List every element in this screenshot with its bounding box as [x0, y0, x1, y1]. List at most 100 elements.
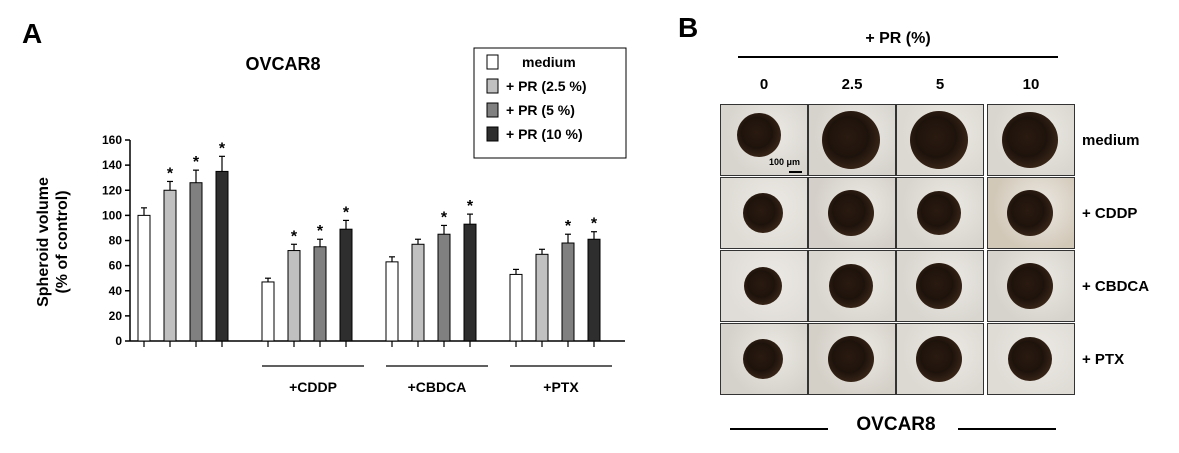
row-label: + CDDP — [1082, 205, 1138, 222]
bar — [313, 246, 327, 342]
bar — [339, 228, 353, 342]
y-tick-label: 0 — [115, 334, 122, 348]
y-tick-label: 60 — [109, 259, 123, 273]
scale-bar-label: 100 μm — [769, 157, 801, 167]
significance-marker: * — [317, 223, 324, 240]
spheroid-shape — [822, 111, 880, 169]
spheroid-shape — [1008, 337, 1052, 381]
bar — [189, 182, 203, 342]
legend-swatch — [486, 54, 499, 70]
bar — [535, 253, 549, 342]
significance-marker: * — [167, 165, 174, 182]
column-label: 5 — [935, 76, 945, 93]
y-tick-label: 80 — [109, 234, 123, 248]
column-label: 10 — [1022, 76, 1040, 93]
panel-a-chart: OVCAR8 Spheroid volume (% of control) 0 20 40… — [35, 47, 627, 395]
spheroid-shape — [743, 193, 783, 233]
significance-marker: * — [291, 228, 298, 245]
spheroid-image-cell — [987, 177, 1075, 249]
spheroid-shape — [916, 336, 962, 382]
panel-a-letter: A — [22, 18, 43, 49]
spheroid-shape — [829, 264, 873, 308]
spheroid-image-cell — [896, 177, 984, 249]
column-label: 0 — [759, 76, 769, 93]
spheroid-shape — [1007, 263, 1053, 309]
row-label: + CBDCA — [1082, 278, 1150, 295]
chart-title: OVCAR8 — [245, 54, 320, 74]
spheroid-shape — [737, 113, 781, 157]
spheroid-shape — [828, 336, 874, 382]
significance-marker: * — [565, 218, 572, 235]
panel-b-footer: OVCAR8 — [856, 414, 936, 435]
spheroid-shape — [744, 267, 782, 305]
bar — [163, 189, 177, 342]
significance-marker: * — [193, 154, 200, 171]
y-axis-label-line1: Spheroid volume — [35, 177, 52, 307]
y-tick-label: 40 — [109, 284, 123, 298]
bar — [137, 214, 151, 342]
row-label: medium — [1082, 132, 1140, 149]
group-label: +CBDCA — [408, 379, 467, 395]
legend-swatch — [486, 78, 499, 94]
spheroid-image-cell — [808, 104, 896, 176]
y-tick-label: 120 — [102, 183, 122, 197]
y-tick-label: 20 — [109, 309, 123, 323]
spheroid-image-cell — [808, 177, 896, 249]
legend-box — [473, 47, 627, 159]
spheroid-image-cell — [808, 250, 896, 322]
legend-label: + PR (5 %) — [506, 102, 575, 118]
spheroid-image-cell — [987, 323, 1075, 395]
group-label: +PTX — [543, 379, 579, 395]
spheroid-image-cell — [808, 323, 896, 395]
spheroid-shape — [1007, 190, 1053, 236]
y-tick-label: 100 — [102, 208, 122, 222]
spheroid-image-cell — [896, 104, 984, 176]
bar — [287, 250, 301, 342]
significance-marker: * — [441, 209, 448, 226]
significance-marker: * — [591, 216, 598, 233]
panel-b-header: + PR (%) — [865, 30, 931, 47]
bar — [437, 233, 451, 342]
spheroid-image-cell — [896, 250, 984, 322]
spheroid-shape — [743, 339, 783, 379]
spheroid-image-cell — [720, 177, 808, 249]
legend-label: + PR (2.5 %) — [506, 78, 587, 94]
legend-swatch — [486, 102, 499, 118]
bar — [561, 242, 575, 342]
spheroid-image-cell: 100 μm — [720, 104, 808, 176]
spheroid-shape — [828, 190, 874, 236]
bar — [587, 238, 601, 342]
panel-b-letter: B — [678, 12, 699, 43]
panel-b-header-line — [738, 56, 1058, 58]
y-axis-label-line2: (% of control) — [54, 190, 71, 293]
legend-swatch — [486, 126, 499, 142]
spheroid-image-cell — [720, 323, 808, 395]
bar — [261, 281, 275, 342]
bar — [463, 223, 477, 342]
bar — [215, 170, 229, 342]
legend-label: + PR (10 %) — [506, 126, 583, 142]
legend-label: medium — [522, 54, 576, 70]
row-label: + PTX — [1082, 351, 1125, 368]
spheroid-image-cell — [987, 250, 1075, 322]
group-label: +CDDP — [289, 379, 337, 395]
spheroid-shape — [916, 263, 962, 309]
spheroid-image-cell — [896, 323, 984, 395]
significance-marker: * — [467, 198, 474, 215]
spheroid-image-cell — [987, 104, 1075, 176]
spheroid-shape — [1002, 112, 1058, 168]
bar — [509, 273, 523, 342]
bar — [411, 243, 425, 342]
significance-marker: * — [343, 204, 350, 221]
significance-marker: * — [219, 140, 226, 157]
y-tick-label: 160 — [102, 133, 122, 147]
panel-b-footer-line-right — [958, 428, 1056, 430]
spheroid-shape — [910, 111, 968, 169]
column-label: 2.5 — [841, 76, 863, 93]
bar — [385, 261, 399, 342]
spheroid-shape — [917, 191, 961, 235]
spheroid-image-cell — [720, 250, 808, 322]
scale-bar — [789, 171, 802, 173]
y-tick-label: 140 — [102, 158, 122, 172]
panel-b-footer-line-left — [730, 428, 828, 430]
